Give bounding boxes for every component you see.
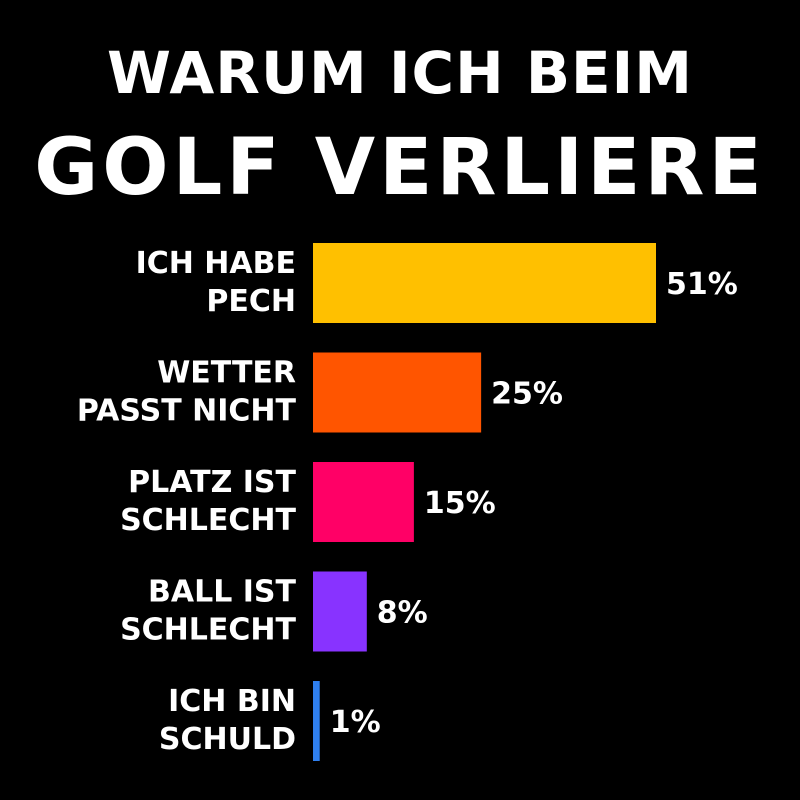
bar-3 [313,462,414,542]
category-label-4-line-2: SCHLECHT [120,613,296,648]
bar-2 [313,352,482,433]
category-label-1-line-1: ICH HABE [136,246,296,281]
category-label-1-line-2: PECH [206,284,296,319]
category-label-4-line-1: BALL IST [148,575,297,610]
value-label-2: 25% [491,377,563,412]
value-label-5: 1% [330,705,381,740]
category-label-5-line-2: SCHULD [159,722,296,757]
value-label-4: 8% [377,596,428,631]
bar-5 [313,681,320,761]
category-label-2-line-1: WETTER [157,356,296,391]
category-label-3-line-2: SCHLECHT [120,503,296,538]
value-label-3: 15% [424,486,496,521]
value-label-1: 51% [666,267,738,302]
category-label-5-line-1: ICH BIN [168,684,296,719]
title-line-2: GOLF VERLIERE [34,123,766,213]
bar-4 [313,571,367,652]
title-line-1: WARUM ICH BEIM [107,39,693,107]
category-label-3-line-1: PLATZ IST [128,465,296,500]
category-label-2-line-2: PASST NICHT [77,394,297,429]
bar-1 [313,243,656,323]
